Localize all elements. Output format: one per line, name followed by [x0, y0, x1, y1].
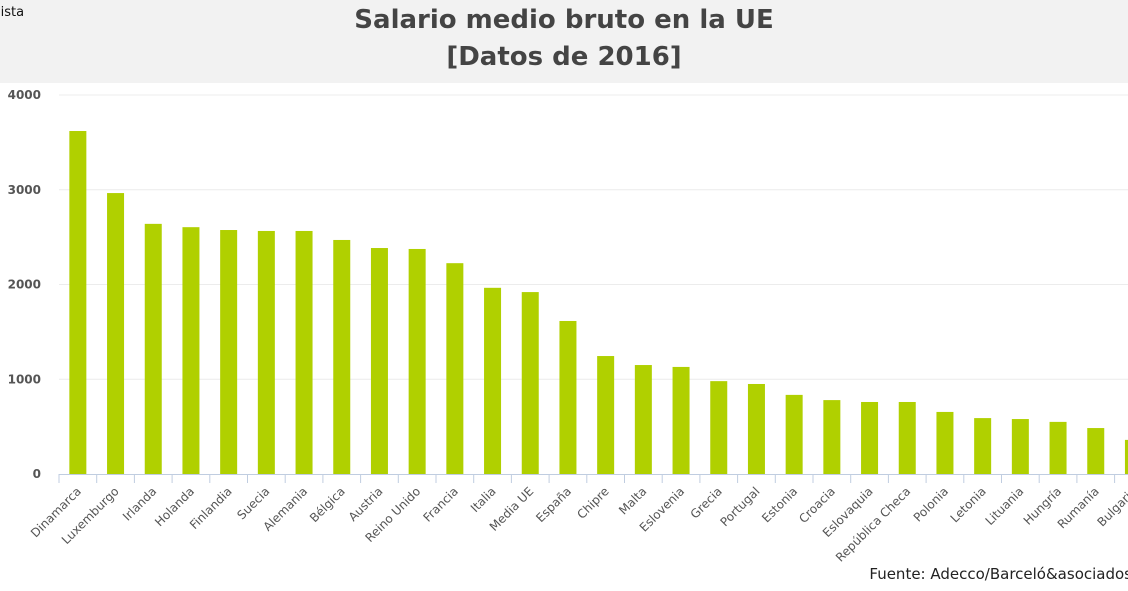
x-tick-label: Rumanía — [1055, 484, 1102, 531]
bar-media-ue — [521, 292, 539, 474]
x-tick-label: Chipre — [574, 484, 611, 521]
bar-suecia — [257, 230, 275, 474]
source-note: Fuente: Adecco/Barceló&asociados — [869, 565, 1128, 583]
bar-italia — [484, 287, 502, 474]
bar-eslovaquia — [861, 401, 879, 474]
bar-portugal — [747, 383, 765, 474]
bar-alemania — [295, 230, 313, 474]
bar-malta — [634, 365, 652, 474]
x-tick-label: Portugal — [718, 484, 763, 529]
y-tick-label: 2000 — [8, 278, 41, 292]
bar-eslovenia — [672, 366, 690, 474]
corner-text: lista — [0, 5, 25, 20]
bar-rumanía — [1087, 428, 1105, 474]
bar-finlandia — [220, 230, 238, 474]
bar-grecia — [710, 381, 728, 474]
chart-header: lista Salario medio bruto en la UE [Dato… — [0, 0, 1128, 83]
bar-austria — [370, 248, 388, 474]
bar-bulgaria — [1124, 439, 1128, 474]
x-tick-label: Grecia — [688, 484, 725, 521]
chart-title: Salario medio bruto en la UE — [354, 5, 774, 35]
x-tick-label: Polonia — [911, 484, 951, 524]
bar-bélgica — [333, 239, 351, 474]
bar-reino-unido — [408, 248, 426, 474]
bar-croacia — [823, 400, 841, 474]
bar-república-checa — [898, 401, 916, 474]
bar-luxemburgo — [107, 193, 125, 474]
bar-polonia — [936, 411, 954, 474]
bar-estonia — [785, 394, 803, 474]
y-tick-label: 1000 — [8, 372, 41, 386]
x-tick-label: Bulgaria — [1094, 484, 1128, 529]
x-tick-label: Bélgica — [307, 484, 348, 525]
bar-holanda — [182, 227, 200, 474]
x-tick-label: España — [533, 484, 574, 525]
bar-francia — [446, 263, 464, 474]
bar-chipre — [597, 356, 615, 474]
x-tick-label: Lituania — [983, 484, 1027, 528]
x-tick-label: Estonia — [759, 484, 800, 525]
bar-letonia — [974, 418, 992, 474]
bar-lituania — [1011, 419, 1029, 474]
bar-españa — [559, 320, 577, 474]
y-tick-label: 4000 — [8, 88, 41, 102]
chart-subtitle: [Datos de 2016] — [446, 42, 682, 72]
bar-hungría — [1049, 421, 1067, 474]
x-tick-label: Italia — [468, 484, 499, 515]
x-tick-label: Malta — [616, 484, 649, 517]
x-tick-label: Francia — [421, 484, 461, 524]
bar-irlanda — [144, 223, 162, 474]
y-tick-label: 3000 — [8, 183, 41, 197]
bar-dinamarca — [69, 131, 87, 474]
y-tick-label: 0 — [33, 467, 41, 481]
